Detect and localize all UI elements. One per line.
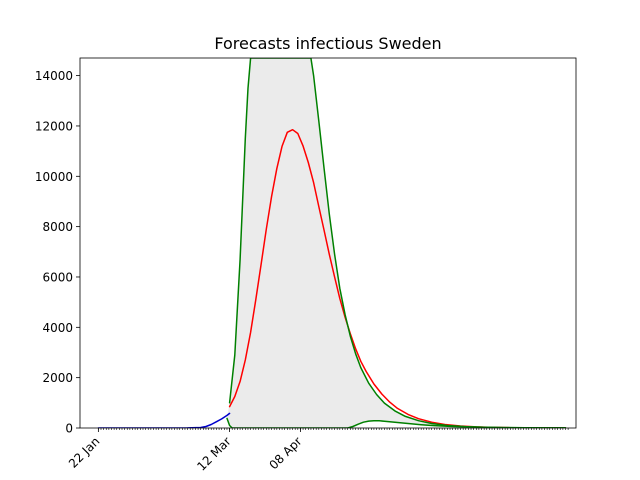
- y-tick-label: 8000: [42, 220, 73, 234]
- y-tick-label: 2000: [42, 371, 73, 385]
- series-line-lower-bound: [226, 417, 567, 428]
- axes-frame: [79, 57, 577, 429]
- forecast-interval-band: [227, 58, 566, 428]
- chart-title: Forecasts infectious Sweden: [214, 34, 441, 53]
- y-tick-label: 14000: [35, 69, 73, 83]
- plot-area: [97, 58, 567, 428]
- y-tick-label: 12000: [35, 119, 73, 133]
- y-tick-label: 4000: [42, 321, 73, 335]
- y-tick-label: 6000: [42, 270, 73, 284]
- y-tick-label: 0: [65, 422, 73, 436]
- y-tick-label: 10000: [35, 170, 73, 184]
